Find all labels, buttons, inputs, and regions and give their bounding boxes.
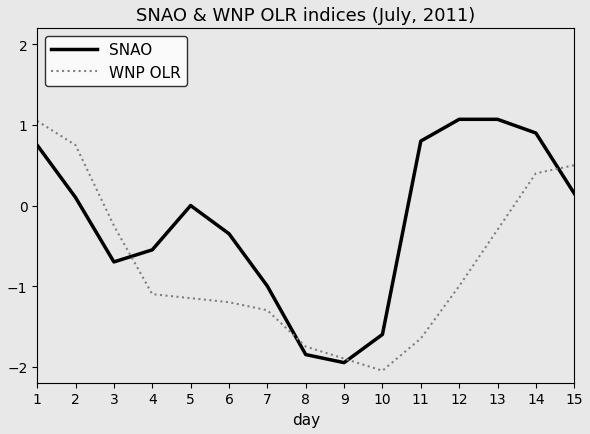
Line: SNAO: SNAO [37, 120, 574, 363]
SNAO [264, 284, 271, 289]
SNAO [72, 195, 79, 201]
SNAO [340, 360, 348, 365]
SNAO [149, 248, 156, 253]
WNP OLR [417, 336, 424, 341]
WNP OLR [302, 344, 309, 349]
WNP OLR [532, 171, 539, 177]
WNP OLR [455, 284, 463, 289]
WNP OLR [72, 143, 79, 148]
SNAO [34, 143, 41, 148]
SNAO [532, 131, 539, 136]
SNAO [417, 139, 424, 145]
X-axis label: day: day [291, 412, 320, 427]
WNP OLR [571, 163, 578, 168]
WNP OLR [379, 368, 386, 373]
SNAO [110, 260, 117, 265]
SNAO [455, 118, 463, 123]
SNAO [302, 352, 309, 357]
SNAO [225, 232, 232, 237]
WNP OLR [110, 224, 117, 229]
Title: SNAO & WNP OLR indices (July, 2011): SNAO & WNP OLR indices (July, 2011) [136, 7, 476, 25]
SNAO [187, 204, 194, 209]
Legend: SNAO, WNP OLR: SNAO, WNP OLR [45, 37, 187, 86]
WNP OLR [34, 119, 41, 124]
WNP OLR [225, 300, 232, 305]
WNP OLR [340, 356, 348, 362]
WNP OLR [264, 308, 271, 313]
Line: WNP OLR: WNP OLR [37, 122, 574, 371]
SNAO [571, 191, 578, 197]
WNP OLR [187, 296, 194, 301]
WNP OLR [149, 292, 156, 297]
WNP OLR [494, 227, 501, 233]
SNAO [379, 332, 386, 337]
SNAO [494, 118, 501, 123]
